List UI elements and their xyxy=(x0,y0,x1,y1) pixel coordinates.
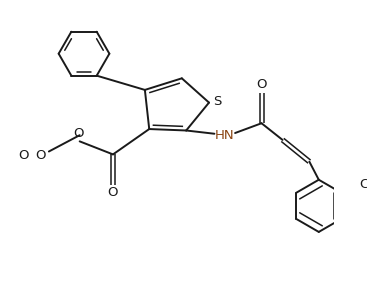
Text: Cl: Cl xyxy=(359,178,367,191)
Text: S: S xyxy=(213,95,221,108)
Text: O: O xyxy=(256,78,267,91)
Text: O: O xyxy=(36,149,46,161)
Text: O: O xyxy=(18,149,28,162)
Text: HN: HN xyxy=(214,129,234,142)
Text: O: O xyxy=(108,186,118,199)
Text: O: O xyxy=(73,127,84,140)
